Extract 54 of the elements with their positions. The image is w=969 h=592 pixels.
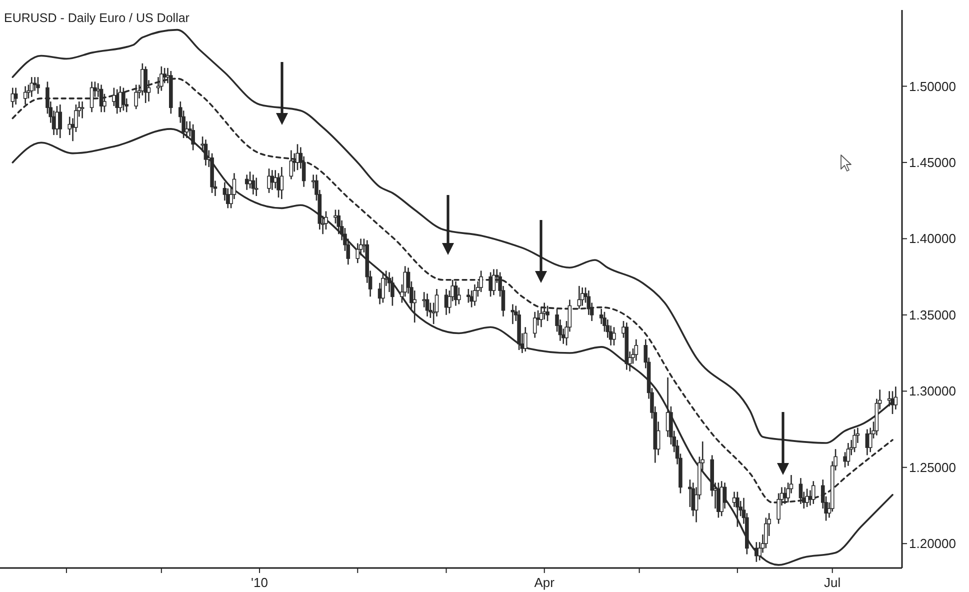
candlestick (267, 168, 271, 194)
candlestick (470, 290, 474, 308)
candlestick (356, 242, 360, 264)
candlestick (115, 88, 119, 114)
candlestick (466, 288, 470, 304)
y-tick-label: 1.25000 (909, 460, 956, 475)
y-tick-label: 1.35000 (909, 307, 956, 322)
candlestick (532, 311, 537, 338)
candlestick (805, 488, 809, 508)
candlestick (510, 304, 515, 325)
candlestick (539, 306, 544, 328)
candlestick (472, 284, 477, 306)
candlestick (634, 338, 638, 362)
candlestick (102, 93, 106, 113)
y-tick-label: 1.30000 (909, 384, 956, 399)
candlestick (457, 286, 461, 305)
candlestick (122, 87, 126, 112)
candlestick (30, 76, 34, 98)
candlestick (479, 270, 483, 293)
candlestick (390, 276, 394, 306)
candlestick (492, 268, 496, 296)
candlestick (289, 150, 294, 180)
y-tick-label: 1.20000 (909, 536, 956, 552)
y-tick-label: 1.50000 (909, 78, 956, 94)
candlestick (546, 305, 550, 322)
candlestick (488, 272, 492, 298)
candlestick (846, 442, 850, 466)
candlestick (894, 386, 898, 410)
candlestick (23, 86, 28, 106)
y-tick-label: 1.45000 (909, 155, 956, 170)
chart-title: EURUSD - Daily Euro / US Dollar (4, 11, 190, 25)
candlestick (134, 84, 138, 110)
candlestick (14, 87, 18, 106)
candlestick (254, 177, 258, 197)
candlestick (204, 138, 208, 166)
candlestick (36, 76, 40, 94)
candlestick (412, 290, 417, 324)
candlestick (80, 100, 84, 119)
y-tick-label: 1.40000 (909, 231, 956, 246)
x-tick-label: Jul (824, 575, 841, 590)
candlestick (280, 166, 284, 200)
candlestick (612, 326, 616, 346)
candlestick (251, 174, 256, 196)
candlestick (764, 517, 768, 549)
candlestick (736, 491, 740, 528)
candlestick (296, 144, 300, 171)
candlestick (523, 326, 528, 352)
x-tick-label: '10 (251, 575, 268, 590)
candlestick (58, 104, 62, 139)
candlestick (90, 81, 94, 113)
candlestick (276, 172, 280, 198)
candlestick (324, 210, 328, 230)
candlestick (381, 272, 385, 304)
x-tick-label: Apr (534, 575, 556, 590)
